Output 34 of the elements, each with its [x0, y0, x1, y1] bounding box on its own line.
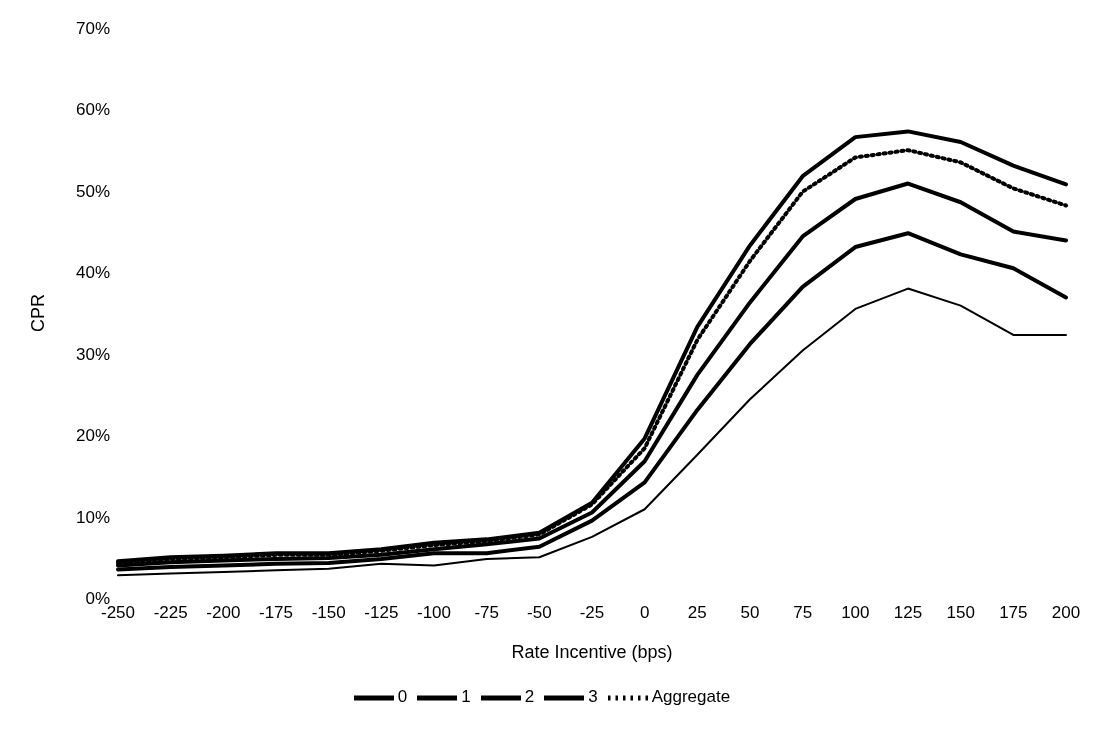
- x-tick-label: 200: [1051, 603, 1081, 623]
- x-axis-title: Rate Incentive (bps): [511, 642, 673, 662]
- x-tick-label: 150: [946, 603, 975, 623]
- x-tick-label: -125: [364, 603, 399, 623]
- legend-label: 0: [397, 687, 408, 707]
- x-tick-label: -250: [100, 603, 136, 623]
- x-tick-label: -75: [474, 603, 499, 623]
- legend-label: 3: [588, 687, 598, 707]
- y-tick-label: 50%: [75, 181, 110, 201]
- x-tick-label: 0: [639, 603, 650, 623]
- y-tick-label: 10%: [75, 507, 110, 527]
- x-tick-label: -225: [153, 603, 188, 623]
- x-tick-label: -175: [258, 603, 294, 623]
- x-tick-label: 50: [740, 603, 760, 623]
- y-tick-label: 60%: [75, 100, 110, 120]
- x-tick-label: -200: [206, 603, 241, 623]
- line-series: [117, 287, 1067, 577]
- x-tick-label: -100: [416, 603, 452, 623]
- x-tick-label: 175: [999, 603, 1028, 623]
- y-tick-label: 70%: [75, 19, 110, 39]
- y-tick-label: 20%: [75, 426, 110, 446]
- x-tick-label: 125: [893, 603, 923, 623]
- legend-label: 1: [461, 687, 471, 707]
- x-tick-label: 100: [841, 603, 870, 623]
- y-axis-title: CPR: [28, 293, 49, 333]
- x-tick-label: -150: [311, 603, 346, 623]
- x-tick-label: -25: [579, 603, 605, 623]
- y-tick-label: 40%: [75, 263, 110, 283]
- y-tick-label: 30%: [75, 344, 110, 364]
- legend-label: 2: [524, 687, 535, 707]
- x-tick-label: 25: [687, 603, 707, 623]
- legend-label: Aggregate: [651, 687, 731, 707]
- x-tick-label: 75: [793, 603, 813, 623]
- x-tick-label: -50: [527, 603, 552, 623]
